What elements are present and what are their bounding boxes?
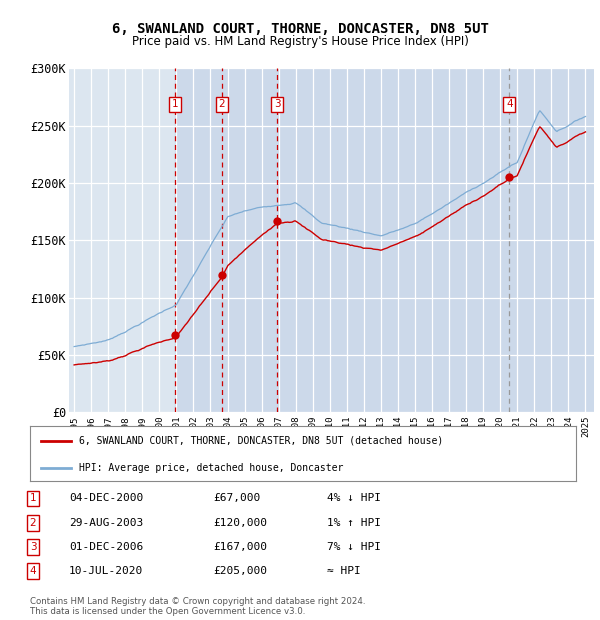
Text: 04-DEC-2000: 04-DEC-2000 — [69, 494, 143, 503]
Text: 2: 2 — [29, 518, 37, 528]
Text: 6, SWANLAND COURT, THORNE, DONCASTER, DN8 5UT: 6, SWANLAND COURT, THORNE, DONCASTER, DN… — [112, 22, 488, 36]
Text: 3: 3 — [29, 542, 37, 552]
Text: 4: 4 — [506, 99, 512, 109]
Bar — [175, 68, 600, 412]
Text: ≈ HPI: ≈ HPI — [327, 566, 361, 576]
Text: 01-DEC-2006: 01-DEC-2006 — [69, 542, 143, 552]
Text: 7% ↓ HPI: 7% ↓ HPI — [327, 542, 381, 552]
Text: 1: 1 — [29, 494, 37, 503]
Text: 4% ↓ HPI: 4% ↓ HPI — [327, 494, 381, 503]
Text: 3: 3 — [274, 99, 281, 109]
Text: £205,000: £205,000 — [213, 566, 267, 576]
Text: 4: 4 — [29, 566, 37, 576]
Text: Price paid vs. HM Land Registry's House Price Index (HPI): Price paid vs. HM Land Registry's House … — [131, 35, 469, 48]
Text: This data is licensed under the Open Government Licence v3.0.: This data is licensed under the Open Gov… — [30, 607, 305, 616]
Text: £120,000: £120,000 — [213, 518, 267, 528]
Text: 29-AUG-2003: 29-AUG-2003 — [69, 518, 143, 528]
Text: Contains HM Land Registry data © Crown copyright and database right 2024.: Contains HM Land Registry data © Crown c… — [30, 597, 365, 606]
Text: £167,000: £167,000 — [213, 542, 267, 552]
Text: HPI: Average price, detached house, Doncaster: HPI: Average price, detached house, Donc… — [79, 464, 344, 474]
Text: 10-JUL-2020: 10-JUL-2020 — [69, 566, 143, 576]
Text: £67,000: £67,000 — [213, 494, 260, 503]
Text: 6, SWANLAND COURT, THORNE, DONCASTER, DN8 5UT (detached house): 6, SWANLAND COURT, THORNE, DONCASTER, DN… — [79, 436, 443, 446]
Text: 1: 1 — [172, 99, 178, 109]
Text: 2: 2 — [218, 99, 225, 109]
Text: 1% ↑ HPI: 1% ↑ HPI — [327, 518, 381, 528]
